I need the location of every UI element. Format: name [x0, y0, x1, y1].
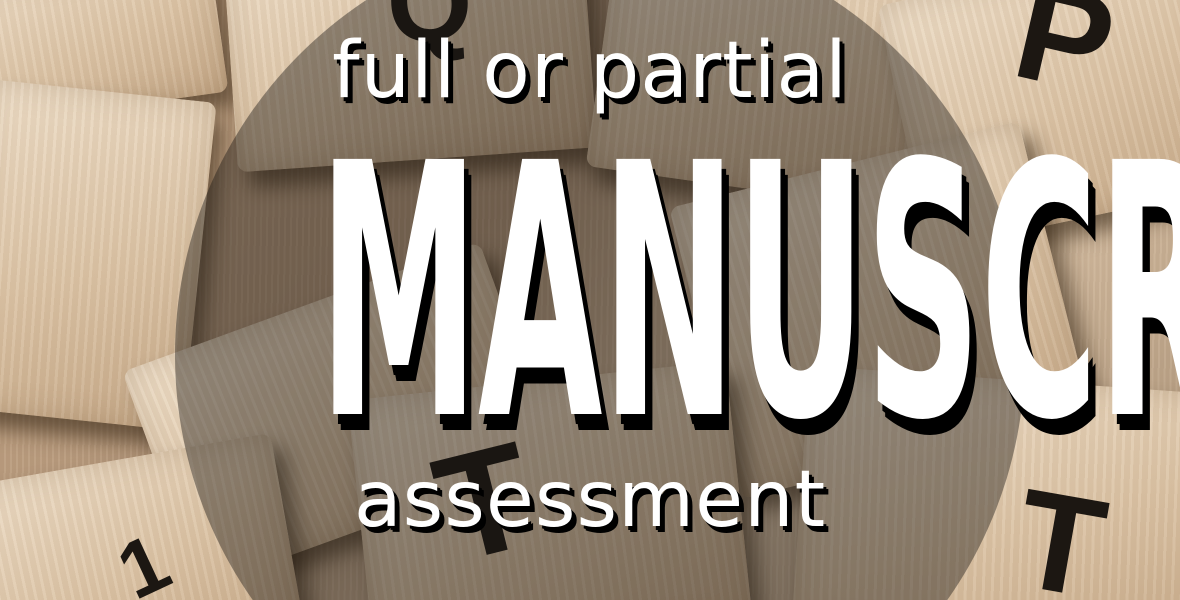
- banner-subtitle-top: full or partial: [332, 26, 848, 116]
- dark-overlay-circle: [175, 0, 1025, 600]
- banner-subtitle-bottom: assessment: [353, 455, 827, 545]
- banner-title: MANUSCRIPT: [318, 89, 1180, 497]
